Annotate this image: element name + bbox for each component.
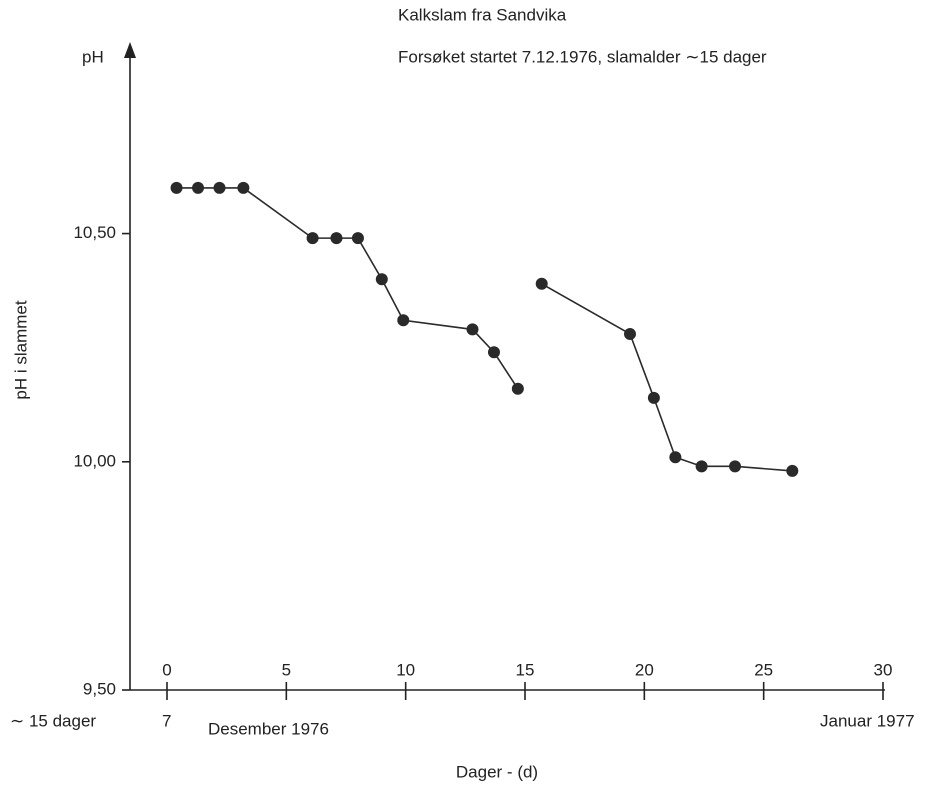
x-tick-label: 0 — [162, 660, 171, 679]
data-point — [237, 181, 250, 194]
data-point — [213, 181, 226, 194]
y-tick-label: 10,00 — [73, 451, 116, 470]
chart-subtitle: Forsøket startet 7.12.1976, slamalder ∼1… — [398, 47, 767, 66]
data-point — [330, 232, 343, 245]
data-point — [669, 451, 682, 464]
x-tick-label: 5 — [282, 660, 291, 679]
y-tick-label: 10,50 — [73, 223, 116, 242]
x-annotation: 7 — [162, 711, 171, 730]
x-tick-label: 25 — [754, 660, 773, 679]
data-point — [192, 181, 205, 194]
data-point — [397, 314, 410, 327]
data-point — [624, 327, 637, 340]
data-point — [786, 464, 799, 477]
data-point — [375, 273, 388, 286]
data-point — [306, 232, 319, 245]
data-point — [535, 277, 548, 290]
data-point — [487, 346, 500, 359]
y-unit-label: pH — [82, 47, 104, 66]
x-annotation: Januar 1977 — [820, 711, 915, 730]
data-point — [695, 460, 708, 473]
data-point — [170, 181, 183, 194]
chart-title: Kalkslam fra Sandvika — [398, 5, 567, 24]
data-line — [176, 187, 793, 472]
y-axis-arrow — [124, 42, 136, 58]
x-tick-label: 10 — [396, 660, 415, 679]
data-point — [729, 460, 742, 473]
y-tick-label: 9,50 — [83, 679, 116, 698]
x-tick-label: 15 — [516, 660, 535, 679]
data-point — [647, 391, 660, 404]
x-tick-label: 30 — [874, 660, 893, 679]
data-point — [466, 323, 479, 336]
data-point — [511, 382, 524, 395]
data-point — [351, 232, 364, 245]
x-tick-label: 20 — [635, 660, 654, 679]
x-annotation: ∼ 15 dager — [10, 711, 96, 730]
y-axis-title: pH i slammet — [11, 300, 30, 399]
x-axis-title: Dager - (d) — [456, 762, 538, 781]
x-annotation: Desember 1976 — [208, 719, 329, 738]
